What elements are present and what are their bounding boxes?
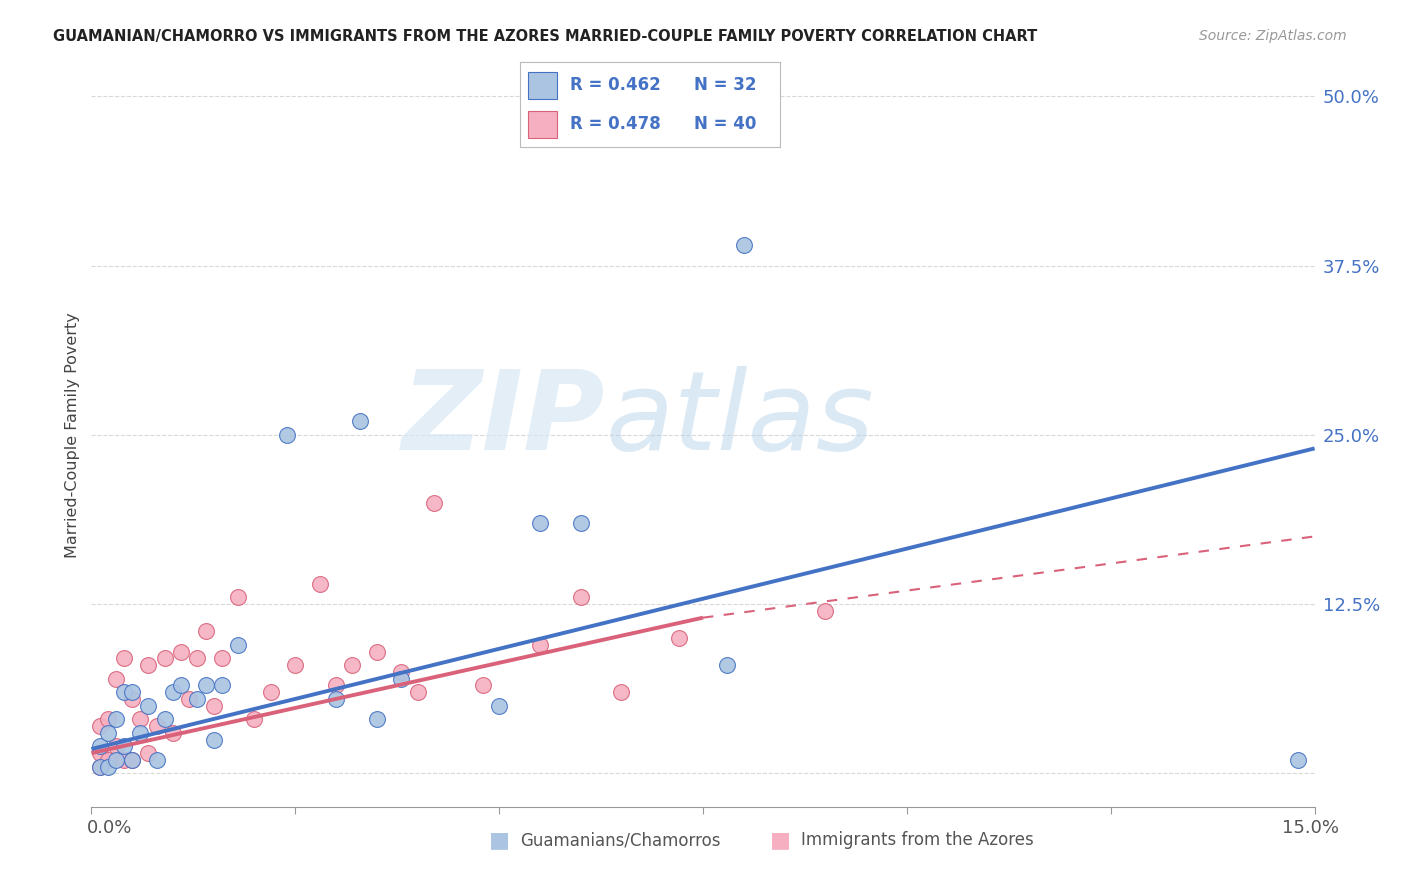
Point: [260, 685, 283, 699]
Point: [423, 495, 446, 509]
Point: [211, 678, 233, 692]
Point: [226, 591, 249, 605]
Point: [406, 685, 429, 699]
Point: [194, 678, 217, 692]
Point: [389, 665, 412, 679]
Point: [342, 658, 364, 673]
Point: [89, 719, 111, 733]
Point: [202, 732, 225, 747]
Point: [97, 753, 120, 767]
Point: [112, 685, 135, 699]
Point: [471, 678, 494, 692]
Point: [276, 428, 298, 442]
Point: [668, 631, 690, 645]
Point: [186, 692, 208, 706]
Point: [89, 759, 111, 773]
Text: ■: ■: [489, 830, 509, 850]
Point: [153, 712, 176, 726]
Point: [529, 638, 551, 652]
Point: [89, 746, 111, 760]
Text: N = 40: N = 40: [695, 115, 756, 133]
Point: [170, 644, 193, 658]
Point: [366, 712, 388, 726]
Point: [104, 672, 127, 686]
Point: [308, 577, 330, 591]
Point: [89, 739, 111, 754]
Point: [138, 698, 160, 713]
Point: [129, 726, 152, 740]
Point: [202, 698, 225, 713]
Point: [488, 698, 510, 713]
Point: [104, 712, 127, 726]
Point: [97, 712, 120, 726]
Text: GUAMANIAN/CHAMORRO VS IMMIGRANTS FROM THE AZORES MARRIED-COUPLE FAMILY POVERTY C: GUAMANIAN/CHAMORRO VS IMMIGRANTS FROM TH…: [53, 29, 1038, 45]
Point: [814, 604, 837, 618]
Point: [366, 644, 388, 658]
Text: ZIP: ZIP: [402, 367, 605, 474]
Point: [138, 658, 160, 673]
Point: [194, 624, 217, 639]
Text: N = 32: N = 32: [695, 77, 756, 95]
Point: [569, 516, 592, 530]
Point: [97, 726, 120, 740]
Point: [243, 712, 266, 726]
Point: [145, 753, 167, 767]
Point: [325, 692, 347, 706]
Point: [716, 658, 738, 673]
Point: [138, 746, 160, 760]
Point: [121, 753, 143, 767]
Point: [569, 591, 592, 605]
Point: [162, 726, 184, 740]
Text: R = 0.462: R = 0.462: [569, 77, 661, 95]
Text: 15.0%: 15.0%: [1281, 819, 1339, 837]
Point: [89, 759, 111, 773]
Point: [529, 516, 551, 530]
Point: [389, 672, 412, 686]
Text: 0.0%: 0.0%: [87, 819, 132, 837]
FancyBboxPatch shape: [529, 71, 557, 99]
Text: Immigrants from the Azores: Immigrants from the Azores: [801, 831, 1035, 849]
Text: Guamanians/Chamorros: Guamanians/Chamorros: [520, 831, 721, 849]
Text: ■: ■: [770, 830, 790, 850]
Point: [121, 753, 143, 767]
Point: [153, 651, 176, 665]
Point: [112, 651, 135, 665]
Text: Source: ZipAtlas.com: Source: ZipAtlas.com: [1199, 29, 1347, 44]
Point: [121, 692, 143, 706]
Point: [112, 753, 135, 767]
Point: [145, 719, 167, 733]
Point: [211, 651, 233, 665]
Y-axis label: Married-Couple Family Poverty: Married-Couple Family Poverty: [65, 312, 80, 558]
Point: [610, 685, 633, 699]
FancyBboxPatch shape: [529, 111, 557, 138]
Point: [325, 678, 347, 692]
Point: [104, 753, 127, 767]
Point: [1286, 753, 1309, 767]
Point: [284, 658, 307, 673]
Point: [186, 651, 208, 665]
Point: [112, 739, 135, 754]
Point: [733, 238, 755, 252]
Point: [97, 759, 120, 773]
Point: [104, 739, 127, 754]
Point: [162, 685, 184, 699]
Point: [129, 712, 152, 726]
Point: [349, 414, 371, 428]
Point: [179, 692, 201, 706]
Text: atlas: atlas: [605, 367, 873, 474]
Text: R = 0.478: R = 0.478: [569, 115, 661, 133]
Point: [121, 685, 143, 699]
Point: [226, 638, 249, 652]
Point: [170, 678, 193, 692]
